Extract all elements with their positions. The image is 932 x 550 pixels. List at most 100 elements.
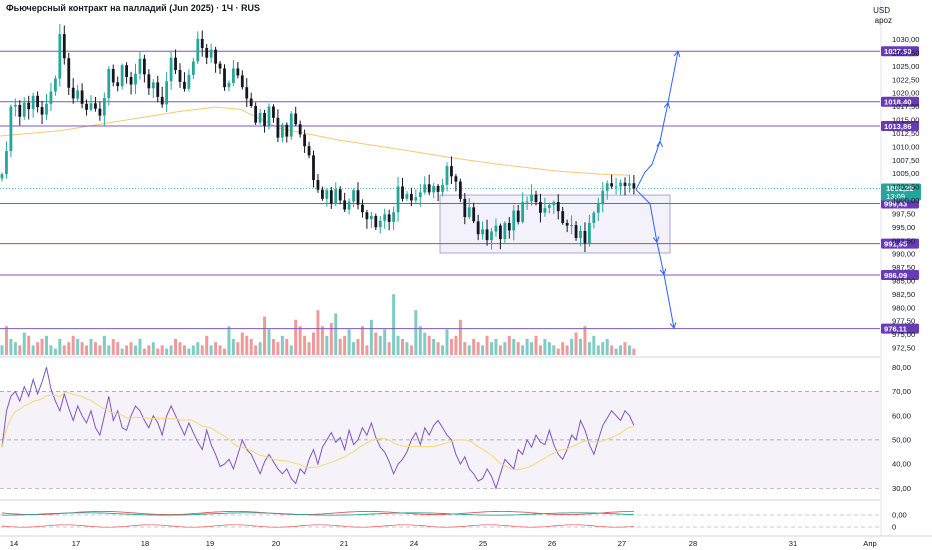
volume-bar <box>67 342 71 355</box>
volume-bar <box>352 342 356 355</box>
candle-body <box>89 103 93 110</box>
volume-bar <box>570 339 574 355</box>
candle-body <box>147 74 151 89</box>
rsi-tick-label: 30,00 <box>892 484 911 493</box>
candles <box>0 23 636 253</box>
candle-body <box>396 186 400 213</box>
volume-bar <box>596 345 600 355</box>
volume-bar <box>13 342 17 355</box>
level-badge-label: 1027,80 <box>884 47 911 56</box>
candle-body <box>503 222 507 240</box>
volume-bar <box>623 342 627 355</box>
volume-bar <box>458 319 462 355</box>
time-tick-label: 28 <box>689 539 697 548</box>
volume-bar <box>182 345 186 355</box>
time-tick-label: 21 <box>340 539 348 548</box>
volume-bar <box>174 339 178 355</box>
price-axis[interactable]: 972,50 975,00 977,50 980,00 982,50 985,00 987,… <box>892 35 919 532</box>
unit-label: apoz <box>874 16 892 25</box>
volume-bar <box>58 339 62 355</box>
candle-body <box>543 207 547 213</box>
volume-bar <box>263 316 267 355</box>
candle-body <box>356 190 360 205</box>
candle-body <box>138 58 142 74</box>
projection-up-path <box>635 51 679 190</box>
volume-bar <box>271 339 275 355</box>
level-badge <box>881 323 919 334</box>
volume-bar <box>374 332 378 355</box>
volume-bar <box>307 342 311 355</box>
candle-body <box>458 181 462 199</box>
candle-body <box>22 102 26 117</box>
time-tick-label: 14 <box>10 539 18 548</box>
price-tick-label: 1015,00 <box>892 116 919 125</box>
rsi-pane <box>0 367 880 490</box>
volume-bar <box>521 345 525 355</box>
volume-bar <box>498 345 502 355</box>
volume-bar <box>165 348 169 355</box>
candle-body <box>516 210 520 222</box>
currency-label[interactable]: USD <box>873 6 890 15</box>
level-badge <box>881 96 919 107</box>
price-tick-label: 977,50 <box>892 317 915 326</box>
volume-bar <box>0 345 4 355</box>
time-tick-label: 17 <box>72 539 80 548</box>
candle-body <box>58 34 62 79</box>
candle-body <box>512 210 516 231</box>
volume-bar <box>249 339 253 355</box>
candle-body <box>436 185 440 192</box>
candle-body <box>410 193 413 201</box>
level-badge <box>881 121 919 132</box>
volume-bar <box>116 342 120 355</box>
volume-bar <box>209 345 213 355</box>
candle-body <box>485 229 489 241</box>
candle-body <box>565 222 569 226</box>
candle-body <box>405 193 409 199</box>
candle-body <box>623 182 627 186</box>
volume-bar <box>254 345 258 355</box>
volume-bar <box>187 348 191 355</box>
volume-bar <box>530 342 534 355</box>
candle-body <box>307 146 311 156</box>
level-badge-label: 976,11 <box>884 324 908 333</box>
volume-bar <box>365 345 369 355</box>
volume-bar <box>592 335 596 355</box>
price-tick-label: 975,00 <box>892 330 915 339</box>
candle-body <box>463 198 467 218</box>
volume-bar <box>36 342 40 355</box>
price-tick-label: 1005,00 <box>892 169 919 178</box>
horizontal-levels[interactable]: 1027,801018,401013,86999,43991,95986,099… <box>0 46 921 334</box>
volume-bar <box>267 329 271 355</box>
candle-body <box>521 202 525 222</box>
projection-arrowhead <box>652 236 660 244</box>
price-tick-label: 1022,50 <box>892 75 919 84</box>
time-tick-label: Апр <box>863 539 876 548</box>
volume-bar <box>169 345 173 355</box>
price-tick-label: 982,50 <box>892 290 915 299</box>
volume-bar <box>240 332 244 355</box>
volume-bar <box>409 345 413 355</box>
rsi-line <box>1 367 635 490</box>
candle-body <box>605 183 609 191</box>
volume-bar <box>231 339 235 355</box>
candle-body <box>54 78 57 92</box>
candle-body <box>574 225 578 238</box>
candle-body <box>507 222 511 231</box>
candle-body <box>280 124 284 138</box>
volume-bar <box>556 348 560 355</box>
candle-body <box>36 95 39 108</box>
candle-body <box>31 95 35 110</box>
candle-body <box>476 221 480 235</box>
candle-body <box>445 166 449 185</box>
volume-bar <box>610 345 614 355</box>
projection-arrows <box>635 50 681 330</box>
last-price-badge <box>881 183 921 201</box>
time-axis[interactable]: 14 17 18 19 20 21 24 25 26 27 28 31 Апр <box>10 539 877 548</box>
macd-histogram-line <box>1 524 634 528</box>
candle-body <box>13 104 17 107</box>
level-badge <box>881 238 919 249</box>
last-price-label: 1002,22 <box>886 184 913 193</box>
volume-bar <box>347 329 351 355</box>
candle-body <box>481 229 484 235</box>
